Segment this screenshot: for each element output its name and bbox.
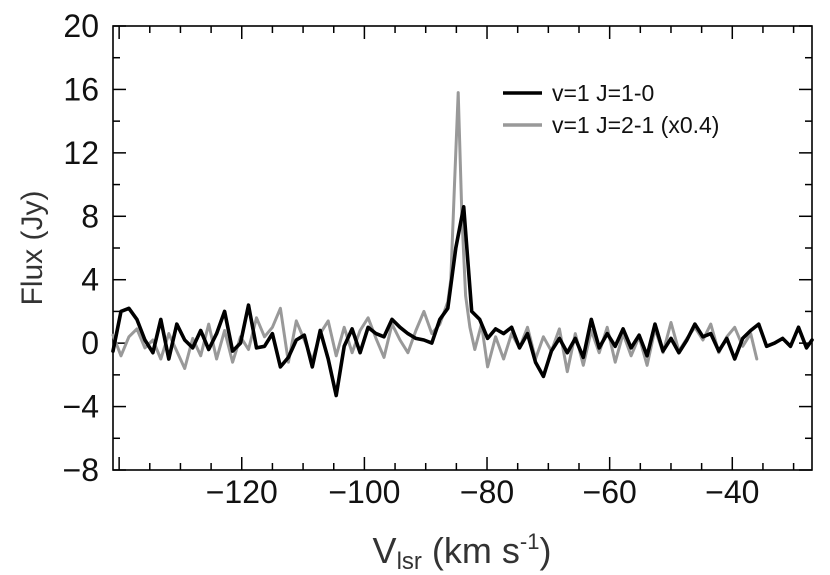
x-tick-label: −80 — [460, 474, 514, 510]
y-tick-label: −4 — [63, 389, 99, 425]
y-tick-label: 8 — [81, 198, 99, 234]
x-axis-title-sub: lsr — [397, 548, 422, 575]
y-tick-label: 16 — [63, 71, 99, 107]
legend-label-j10: v=1 J=1-0 — [552, 80, 654, 106]
legend: v=1 J=1-0 v=1 J=2-1 (x0.4) — [503, 80, 719, 138]
x-axis-title-sup: -1 — [520, 529, 540, 554]
y-tick-label: 0 — [81, 325, 99, 361]
x-axis-title-rest: (km s — [422, 530, 520, 571]
y-tick-labels: −8 −4 0 4 8 12 16 20 — [63, 8, 99, 488]
y-axis-title: Flux (Jy) — [16, 191, 49, 306]
legend-label-j21: v=1 J=2-1 (x0.4) — [552, 112, 719, 138]
x-axis-title: Vlsr (km s-1) — [373, 529, 552, 575]
y-tick-label: 4 — [81, 262, 99, 298]
y-tick-label: −8 — [63, 452, 99, 488]
series-line-j10 — [111, 205, 814, 398]
x-tick-label: −120 — [206, 474, 278, 510]
y-tick-label: 20 — [63, 8, 99, 44]
x-axis-title-main: V — [373, 530, 397, 571]
x-tick-label: −40 — [705, 474, 759, 510]
y-tick-label: 12 — [63, 135, 99, 171]
x-tick-label: −60 — [583, 474, 637, 510]
x-tick-label: −100 — [328, 474, 400, 510]
x-axis-title-close: ) — [539, 530, 551, 571]
axis-ticks — [113, 25, 812, 471]
x-tick-labels: −120 −100 −80 −60 −40 — [206, 474, 760, 510]
series-layer — [111, 91, 814, 398]
